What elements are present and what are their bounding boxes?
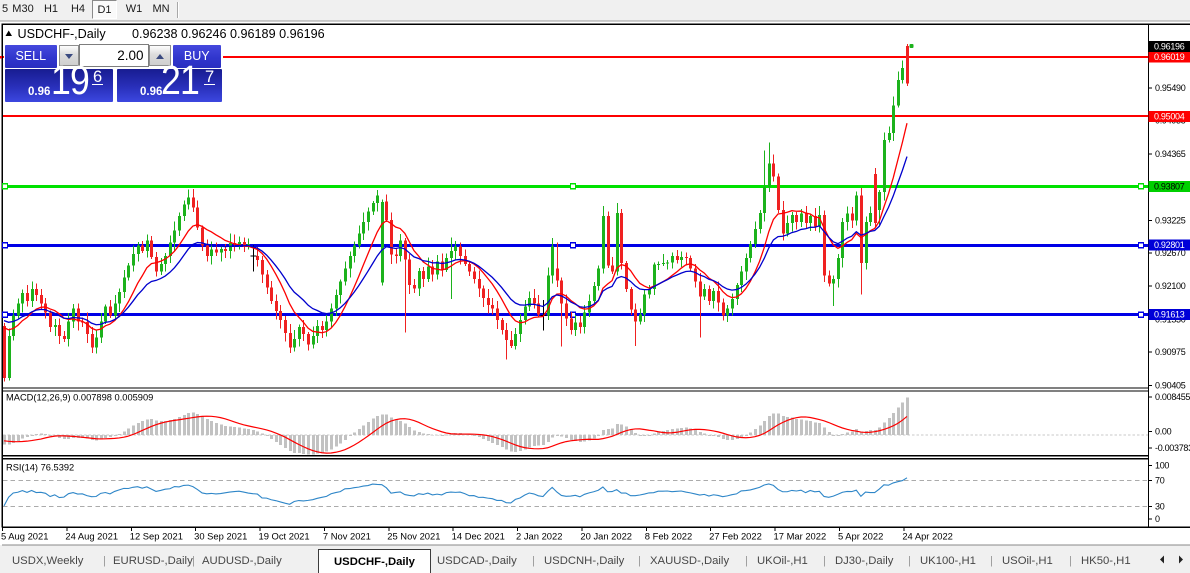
- svg-text:27 Feb 2022: 27 Feb 2022: [709, 531, 762, 542]
- svg-text:0.92801: 0.92801: [1154, 240, 1185, 250]
- svg-text:20 Jan 2022: 20 Jan 2022: [580, 531, 632, 542]
- svg-text:0.96019: 0.96019: [1154, 52, 1185, 62]
- svg-text:25 Nov 2021: 25 Nov 2021: [387, 531, 440, 542]
- svg-text:14 Dec 2021: 14 Dec 2021: [452, 531, 505, 542]
- svg-text:12 Sep 2021: 12 Sep 2021: [130, 531, 183, 542]
- svg-text:0.96196: 0.96196: [1154, 42, 1185, 52]
- svg-text:0.94365: 0.94365: [1155, 149, 1186, 159]
- svg-text:RSI(14) 76.5392: RSI(14) 76.5392: [6, 463, 74, 473]
- svg-text:24 Aug 2021: 24 Aug 2021: [65, 531, 118, 542]
- svg-text:0: 0: [1155, 514, 1160, 524]
- svg-text:17 Mar 2022: 17 Mar 2022: [774, 531, 827, 542]
- svg-text:MACD(12,26,9) 0.007898 0.00590: MACD(12,26,9) 0.007898 0.005909: [6, 393, 153, 403]
- svg-text:0.93225: 0.93225: [1155, 215, 1186, 225]
- svg-text:-0.003783: -0.003783: [1155, 443, 1190, 453]
- svg-text:0.93807: 0.93807: [1154, 181, 1185, 191]
- svg-text:8 Feb 2022: 8 Feb 2022: [645, 531, 692, 542]
- svg-text:0.95490: 0.95490: [1155, 83, 1186, 93]
- svg-text:30 Sep 2021: 30 Sep 2021: [194, 531, 247, 542]
- svg-text:0.90405: 0.90405: [1155, 380, 1186, 390]
- svg-text:30: 30: [1155, 502, 1165, 512]
- svg-text:0.91613: 0.91613: [1154, 310, 1185, 320]
- svg-text:0.92670: 0.92670: [1155, 248, 1186, 258]
- svg-text:0.95004: 0.95004: [1154, 111, 1185, 121]
- svg-text:24 Apr 2022: 24 Apr 2022: [902, 531, 953, 542]
- svg-text:0.008455: 0.008455: [1155, 392, 1190, 402]
- svg-text:0.92100: 0.92100: [1155, 281, 1186, 291]
- svg-text:0.96238 0.96246 0.96189 0.9619: 0.96238 0.96246 0.96189 0.96196: [132, 27, 325, 41]
- svg-text:5 Aug 2021: 5 Aug 2021: [1, 531, 48, 542]
- svg-text:70: 70: [1155, 476, 1165, 486]
- svg-text:5 Apr 2022: 5 Apr 2022: [838, 531, 883, 542]
- svg-text:7 Nov 2021: 7 Nov 2021: [323, 531, 371, 542]
- svg-text:0.00: 0.00: [1155, 427, 1172, 437]
- svg-text:USDCHF-,Daily: USDCHF-,Daily: [18, 27, 107, 41]
- svg-text:2 Jan 2022: 2 Jan 2022: [516, 531, 562, 542]
- svg-text:19 Oct 2021: 19 Oct 2021: [259, 531, 310, 542]
- svg-text:0.90975: 0.90975: [1155, 347, 1186, 357]
- svg-text:100: 100: [1155, 461, 1169, 471]
